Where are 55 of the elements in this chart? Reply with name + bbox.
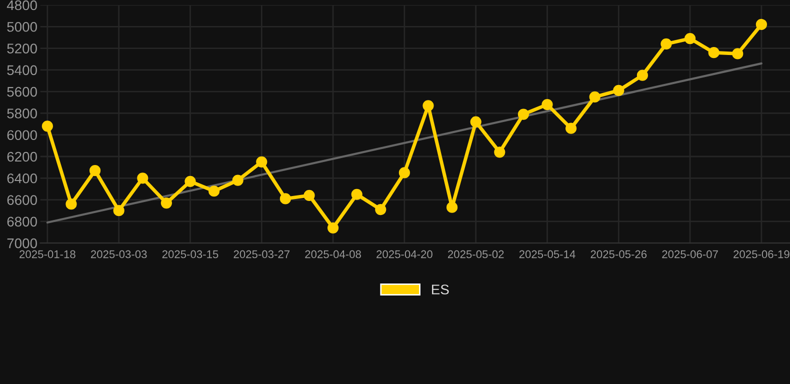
y-tick-label: 6600 <box>7 195 37 205</box>
legend-label: ES <box>432 284 449 294</box>
point <box>589 91 600 103</box>
point <box>398 167 410 178</box>
y-tick-label: 6800 <box>7 216 37 227</box>
point <box>542 98 553 110</box>
point <box>518 108 529 120</box>
x-tick-label: 2025-05-14 <box>519 250 576 258</box>
point <box>494 146 506 158</box>
point <box>565 122 577 134</box>
point <box>470 116 482 128</box>
y-tick-label: 6400 <box>7 173 37 184</box>
point <box>684 32 696 44</box>
point <box>89 165 101 176</box>
point <box>184 176 196 187</box>
y-tick-label: 5000 <box>7 22 37 32</box>
x-tick-label: 2025-05-02 <box>448 250 504 258</box>
point <box>351 188 362 200</box>
point <box>256 156 268 168</box>
point <box>756 18 767 30</box>
point <box>422 100 434 112</box>
point <box>375 204 386 216</box>
x-tick-label: 2025-06-07 <box>662 250 718 258</box>
y-tick-label: 5800 <box>7 108 37 118</box>
x-tick-label: 2025-06-19 <box>734 250 790 258</box>
x-tick-label: 2025-04-20 <box>376 250 432 258</box>
point <box>613 84 624 96</box>
x-tick-label: 2025-03-27 <box>234 250 290 258</box>
x-tick-label: 2025-03-03 <box>90 250 147 258</box>
point <box>160 197 172 209</box>
point <box>732 48 744 60</box>
point <box>66 198 77 210</box>
point <box>42 120 53 132</box>
point <box>446 202 458 213</box>
x-tick-label: 2025-03-15 <box>162 250 218 258</box>
x-tick-label: 2025-01-18 <box>20 250 76 258</box>
y-tick-label: 4800 <box>6 0 37 10</box>
point <box>208 186 220 197</box>
y-tick-label: 5200 <box>7 44 37 54</box>
point <box>137 172 148 184</box>
y-tick-label: 5600 <box>7 86 37 97</box>
x-tick-label: 2025-05-26 <box>590 250 647 258</box>
point <box>708 47 720 58</box>
y-tick-label: 6000 <box>7 130 37 140</box>
x-tick-label: 2025-04-08 <box>305 250 361 258</box>
y-tick-label: 5400 <box>7 65 37 76</box>
point <box>636 70 648 81</box>
point <box>113 205 124 216</box>
y-tick-label: 7000 <box>7 238 37 248</box>
point <box>304 190 315 202</box>
y-tick-label: 6200 <box>7 152 37 162</box>
point <box>232 174 244 186</box>
point <box>660 38 672 50</box>
point <box>280 193 291 204</box>
point <box>327 222 339 234</box>
